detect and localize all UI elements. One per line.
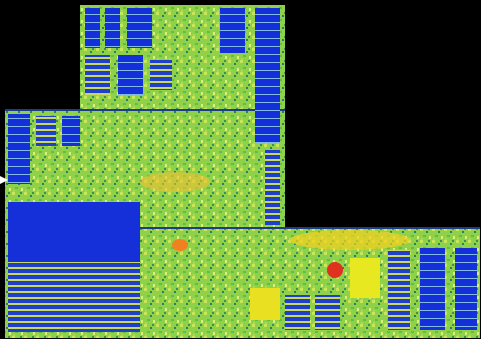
macro-block	[36, 116, 56, 146]
macro-block	[118, 55, 143, 95]
macro-block	[255, 8, 280, 143]
body: (() => { const data = JSON.parse(documen…	[0, 0, 481, 339]
macro-block	[105, 8, 120, 48]
macro-block	[315, 295, 340, 330]
hot-spot	[350, 258, 380, 298]
hot-spot	[250, 288, 280, 320]
hot-spot	[172, 239, 188, 251]
macro-block	[85, 8, 100, 48]
hot-spot	[327, 262, 343, 278]
macro-block	[8, 114, 30, 184]
macro-block	[150, 60, 172, 90]
macro-block	[127, 8, 152, 48]
hot-spot	[140, 172, 210, 192]
macro-block	[220, 8, 245, 53]
macro-block	[388, 250, 410, 330]
macro-block	[455, 248, 477, 330]
hot-spot	[290, 230, 410, 250]
macro-block	[85, 55, 110, 95]
macro-block	[420, 248, 445, 330]
macro-block	[285, 295, 310, 330]
layout-heatmap	[0, 0, 481, 339]
macro-block	[8, 262, 140, 332]
macro-block	[265, 150, 280, 225]
page: Chip layout heatmap {} html, body { marg…	[0, 0, 481, 339]
macro-block	[62, 116, 80, 146]
macro-block	[8, 202, 140, 262]
